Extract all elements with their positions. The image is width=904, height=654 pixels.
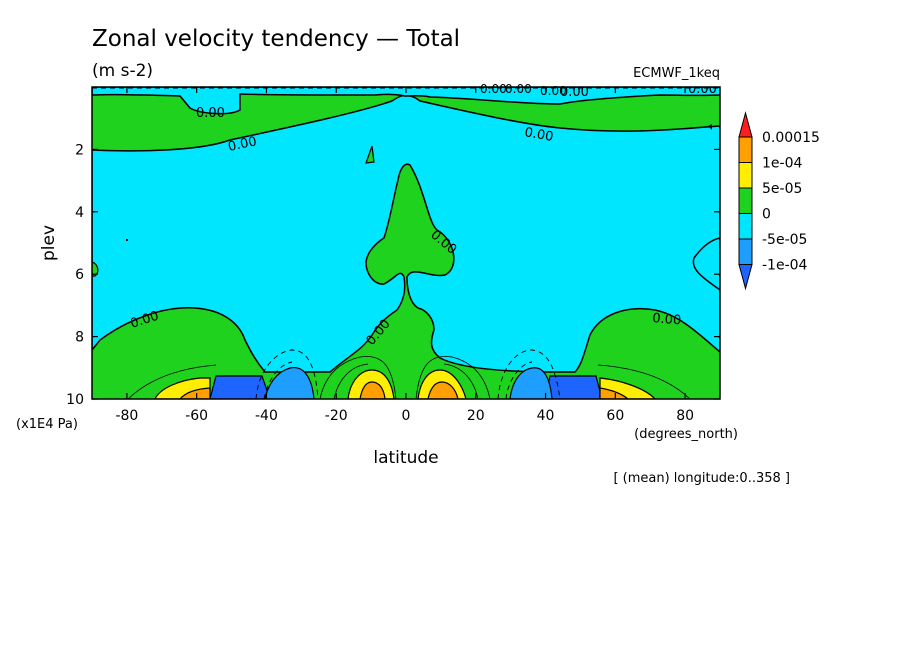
chart-title: Zonal velocity tendency — Total <box>92 26 460 52</box>
colorbar-label: -5e-05 <box>762 232 807 248</box>
region-orange-left-outer <box>179 387 211 399</box>
region-orange-center-left <box>359 381 386 399</box>
colorbar-top-arrow <box>738 111 753 138</box>
colorbar-label: 0 <box>762 207 771 223</box>
contour-label: 0.00 <box>227 134 258 155</box>
y-tick-label: 2 <box>75 142 84 158</box>
x-tick-label: 20 <box>467 408 485 424</box>
x-tick-label: -40 <box>255 408 278 424</box>
dot-mark <box>126 239 128 241</box>
x-tick-label: 0 <box>402 408 411 424</box>
colorbar-band <box>738 162 753 189</box>
y-tick-label: 10 <box>66 392 84 408</box>
x-axis: -80 -60 -40 -20 0 20 40 60 80 <box>115 87 694 424</box>
region-midblue-right <box>509 367 553 399</box>
contour-label-top-overlap: 0.00 <box>480 82 507 96</box>
colorbar: 0.00015 1e-04 5e-05 0 -5e-05 -1e-04 <box>738 111 820 291</box>
region-orange-center-right <box>427 381 459 399</box>
contour-label: 0.00 <box>652 311 682 328</box>
region-green-island <box>365 145 375 164</box>
x-tick-label: 40 <box>537 408 555 424</box>
colorbar-bottom-arrow <box>738 264 753 291</box>
contour-label: 0.00 <box>523 125 554 145</box>
contour-label: 0.00 <box>560 85 589 100</box>
colorbar-label: 5e-05 <box>762 181 802 197</box>
region-cyan-top <box>92 87 720 115</box>
contour-label: 0.00 <box>688 82 717 97</box>
colorbar-band <box>738 136 753 163</box>
region-blue-right <box>544 375 603 399</box>
chart-units: (m s-2) <box>92 61 153 81</box>
region-cyan-main <box>92 95 720 373</box>
plot-area: 0.000.00 0.000.00 0.000.000.000.000.00 <box>92 82 720 399</box>
colorbar-band <box>738 238 753 265</box>
contour-label-top-overlap: 0.00 <box>505 82 532 96</box>
x-axis-units: (degrees_north) <box>634 427 738 442</box>
colorbar-label: -1e-04 <box>762 258 808 274</box>
dot-mark <box>708 124 712 130</box>
dataset-label: ECMWF_1keq <box>633 66 720 81</box>
region-midblue-left <box>264 367 315 399</box>
colorbar-band <box>738 213 753 240</box>
colorbar-band <box>738 187 753 214</box>
contour-label-top-overlap: 0.00 <box>540 84 567 98</box>
longitude-note: [ (mean) longitude:0..358 ] <box>613 471 790 486</box>
x-tick-label: -60 <box>185 408 208 424</box>
y-tick-label: 8 <box>75 330 84 346</box>
contour-label: 0.00 <box>196 106 225 121</box>
x-tick-label: -80 <box>115 408 138 424</box>
y-tick-label: 4 <box>75 205 84 221</box>
y-axis-units: (x1E4 Pa) <box>16 417 78 432</box>
y-axis: 2 4 6 8 10 <box>66 142 720 408</box>
region-orange-right-outer <box>599 387 629 399</box>
x-axis-label: latitude <box>373 448 438 468</box>
colorbar-label: 0.00015 <box>762 130 820 146</box>
colorbar-label: 1e-04 <box>762 156 802 172</box>
x-tick-label: 80 <box>676 408 694 424</box>
x-tick-label: 60 <box>606 408 624 424</box>
x-tick-label: -20 <box>325 408 348 424</box>
region-green-left-edge <box>92 261 99 277</box>
y-axis-label: plev <box>39 225 59 261</box>
region-blue-left <box>209 375 271 399</box>
y-tick-label: 6 <box>75 267 84 283</box>
